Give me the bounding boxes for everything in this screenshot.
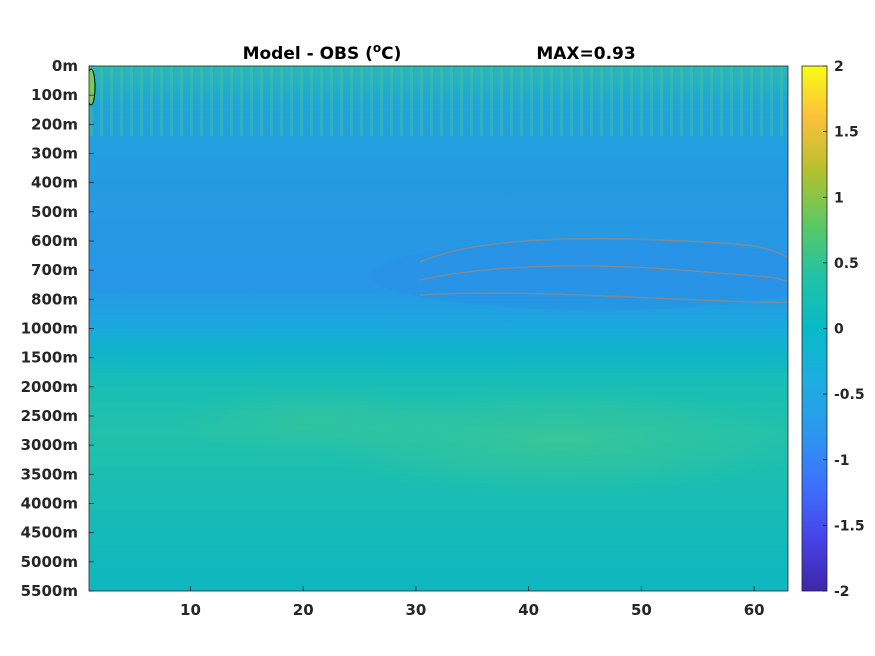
y-tick-label: 700m [31, 261, 78, 279]
y-tick-label: 4000m [21, 495, 78, 513]
colorbar-tick-label: 0.5 [834, 256, 859, 272]
y-tick-label: 0m [52, 57, 78, 75]
y-tick-label: 2500m [21, 407, 78, 425]
colorbar-tick-label: 0 [834, 322, 844, 338]
title-superscript: o [373, 41, 381, 55]
colorbar-tick-label: -2 [834, 584, 850, 600]
y-tick-label: 4500m [21, 524, 78, 542]
y-tick-label: 100m [31, 86, 78, 104]
y-tick-label: 3000m [21, 436, 78, 454]
y-tick-label: 1500m [21, 349, 78, 367]
colorbar-ticks: 2 1.5 1 0.5 0 -0.5 -1 -1.5 -2 [823, 59, 865, 600]
y-tick-label: 200m [31, 115, 78, 133]
x-tick-label: 50 [631, 601, 652, 619]
y-tick-label: 2000m [21, 378, 78, 396]
colorbar-tick-label: 1 [834, 190, 844, 206]
y-tick-label: 500m [31, 203, 78, 221]
x-axis-ticks: 10 20 30 40 50 60 [180, 586, 765, 619]
y-tick-label: 3500m [21, 465, 78, 483]
y-tick-label: 600m [31, 232, 78, 250]
colorbar-tick-label: -1.5 [834, 518, 865, 534]
y-tick-label: 1000m [21, 320, 78, 338]
x-tick-label: 60 [744, 601, 765, 619]
x-tick-label: 10 [180, 601, 201, 619]
heatmap-field [89, 66, 788, 591]
colorbar-tick-label: -0.5 [834, 387, 865, 403]
chart-title: Model - OBS (oC) [243, 41, 402, 64]
y-tick-label: 5500m [21, 582, 78, 600]
x-tick-label: 20 [293, 601, 314, 619]
x-tick-label: 40 [518, 601, 539, 619]
x-tick-label: 30 [406, 601, 427, 619]
y-tick-label: 800m [31, 290, 78, 308]
chart-max-label: MAX=0.93 [536, 44, 635, 64]
title-unit-tail: C) [381, 44, 401, 64]
y-axis-ticks: 0m 100m 200m 300m 400m 500m 600m 700m 800m 1000m 1… [21, 57, 94, 600]
y-tick-label: 5000m [21, 553, 78, 571]
colorbar-tick-label: 2 [834, 59, 844, 75]
colorbar [801, 65, 828, 592]
title-left: Model - OBS ( [243, 44, 373, 64]
y-tick-label: 300m [31, 145, 78, 163]
y-tick-label: 400m [31, 174, 78, 192]
colorbar-tick-label: -1 [834, 453, 850, 469]
colorbar-tick-label: 1.5 [834, 125, 859, 141]
